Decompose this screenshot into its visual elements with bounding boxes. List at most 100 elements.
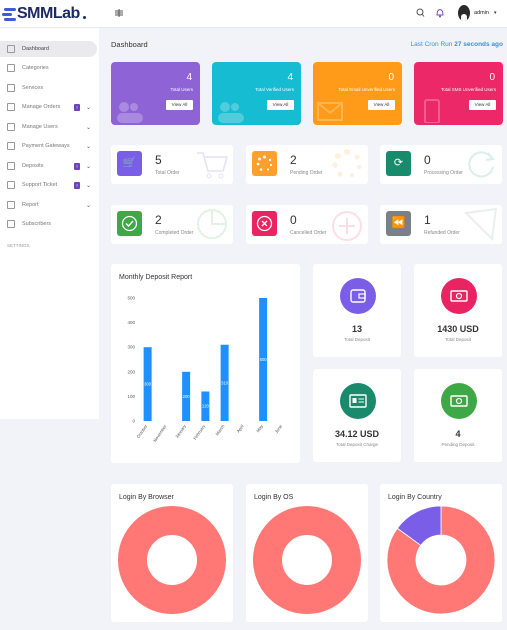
bar: [182, 371, 191, 421]
users-icon: [7, 123, 15, 131]
bar-value-label: 200: [183, 394, 191, 399]
x-tick-label: March: [214, 423, 225, 436]
stat-label: Total Email Unverified Users: [338, 87, 395, 92]
donut-slice: [118, 506, 226, 614]
chevron-down-icon[interactable]: ⌄: [86, 182, 92, 189]
search-icon[interactable]: [415, 7, 425, 19]
bar: [201, 391, 210, 421]
spinner-icon: [252, 151, 277, 176]
login-browser-panel: Login By Browser: [111, 484, 233, 622]
deposit-bar-chart: 500 400 300 200 100 0 300 October November 200 Jan…: [127, 296, 284, 443]
sidebar-item-label: Deposits: [22, 163, 44, 169]
sidebar-item-label: Dashboard: [22, 46, 49, 52]
wallet-icon: [7, 162, 15, 170]
avatar[interactable]: [458, 5, 470, 21]
user-name[interactable]: admin: [474, 10, 489, 16]
menu-toggle-icon[interactable]: [114, 8, 124, 18]
stat-value: 4: [287, 72, 293, 83]
sidebar-item-support-ticket[interactable]: Support Ticket ! ⌄: [0, 177, 97, 193]
cart-icon: [7, 103, 15, 111]
order-card-pending: 2 Pending Order: [246, 145, 368, 184]
order-label: Refunded Order: [424, 230, 460, 236]
sidebar-item-manage-users[interactable]: Manage Users ⌄: [0, 119, 97, 135]
sidebar-item-label: Report: [22, 202, 39, 208]
notification-badge: !: [74, 162, 80, 170]
order-card-completed: 2 Completed Order: [111, 205, 233, 244]
users-icon: [117, 102, 143, 123]
stat-label: Total SMS Unverified Users: [440, 87, 496, 92]
cart-icon: 🛒: [117, 151, 142, 176]
sidebar-item-deposits[interactable]: Deposits ! ⌄: [0, 158, 97, 174]
deposit-report-panel: Monthly Deposit Report 500 400 300 200 100 0 3…: [111, 264, 300, 463]
sidebar-item-subscribers[interactable]: Subscribers: [0, 216, 97, 232]
view-all-button[interactable]: View All: [166, 100, 193, 110]
order-value: 2: [290, 153, 297, 167]
stat-card-verified-users: 4 Total Verified Users View All: [212, 62, 301, 125]
bar: [220, 344, 229, 421]
sidebar-item-dashboard[interactable]: Dashboard: [0, 41, 97, 57]
pie-icon: [197, 209, 227, 239]
login-country-panel: Login By Country: [380, 484, 502, 622]
order-value: 0: [290, 213, 297, 227]
x-tick-label: February: [192, 423, 206, 441]
order-label: Pending Order: [290, 170, 323, 176]
order-value: 5: [155, 153, 162, 167]
cart-icon: [197, 152, 228, 179]
y-tick-label: 100: [127, 394, 135, 399]
deposit-card-charge: 34.12 USD Total Deposit Charge: [313, 369, 401, 462]
id-card-icon: [340, 383, 376, 419]
order-card-refunded: ⏪ 1 Refunded Order: [380, 205, 502, 244]
notification-badge: !: [74, 103, 80, 111]
logo-text: SMMLab: [17, 5, 80, 22]
chevron-down-icon[interactable]: ⌄: [86, 202, 92, 209]
view-all-button[interactable]: View All: [368, 100, 395, 110]
logo[interactable]: SMMLab: [2, 5, 86, 23]
x-tick-label: June: [274, 423, 284, 434]
stat-label: Total Verified Users: [255, 87, 294, 92]
sidebar-item-services[interactable]: Services: [0, 80, 97, 96]
donut-slice: [386, 505, 496, 615]
envelope-icon: [317, 102, 343, 121]
x-tick-label: April: [236, 424, 245, 434]
order-label: Total Order: [155, 170, 180, 176]
list-icon: [7, 64, 15, 72]
view-all-button[interactable]: View All: [469, 100, 496, 110]
phone-icon: [424, 99, 440, 123]
order-card-cancelled: 0 Cancelled Order: [246, 205, 368, 244]
deposit-value: 13: [351, 324, 362, 334]
bar-value-label: 500: [260, 357, 268, 362]
login-os-panel: Login By OS: [246, 484, 368, 622]
cron-label: Last Cron Run: [410, 41, 453, 48]
cron-value: 27 seconds ago: [454, 41, 503, 48]
sidebar-item-manage-orders[interactable]: Manage Orders ! ⌄: [0, 99, 97, 115]
sidebar-item-label: Services: [22, 85, 44, 91]
order-value: 0: [424, 153, 431, 167]
bar-value-label: 310: [221, 380, 229, 385]
chevron-down-icon[interactable]: ⌄: [86, 143, 92, 150]
sidebar-item-report[interactable]: Report ⌄: [0, 197, 97, 213]
view-all-button[interactable]: View All: [267, 100, 294, 110]
home-icon: [7, 45, 15, 53]
notification-badge: !: [74, 181, 80, 189]
card-icon: [7, 142, 15, 150]
deposit-card-amount: 1430 USD Total Deposit: [414, 264, 502, 357]
logo-icon: [2, 6, 16, 22]
chevron-down-icon[interactable]: ⌄: [86, 104, 92, 111]
deposit-label: Pending Deposit: [441, 442, 475, 447]
chevron-down-icon[interactable]: ▾: [494, 10, 497, 16]
donut-slice: [253, 506, 361, 614]
sidebar-item-payment-gateways[interactable]: Payment Gateways ⌄: [0, 138, 97, 154]
stat-value: 0: [489, 72, 495, 83]
chevron-down-icon[interactable]: ⌄: [86, 163, 92, 170]
x-tick-label: May: [255, 423, 264, 433]
y-tick-label: 0: [132, 419, 135, 424]
bell-icon[interactable]: [435, 7, 445, 19]
panel-title: Login By Browser: [119, 494, 174, 501]
sidebar-item-categories[interactable]: Categories: [0, 60, 97, 76]
chevron-down-icon[interactable]: ⌄: [86, 124, 92, 131]
money-icon: [441, 383, 477, 419]
donut-slice: [396, 505, 442, 546]
stat-label: Total Users: [170, 87, 193, 92]
sidebar-item-label: Support Ticket: [22, 182, 58, 188]
stat-value: 0: [388, 72, 394, 83]
